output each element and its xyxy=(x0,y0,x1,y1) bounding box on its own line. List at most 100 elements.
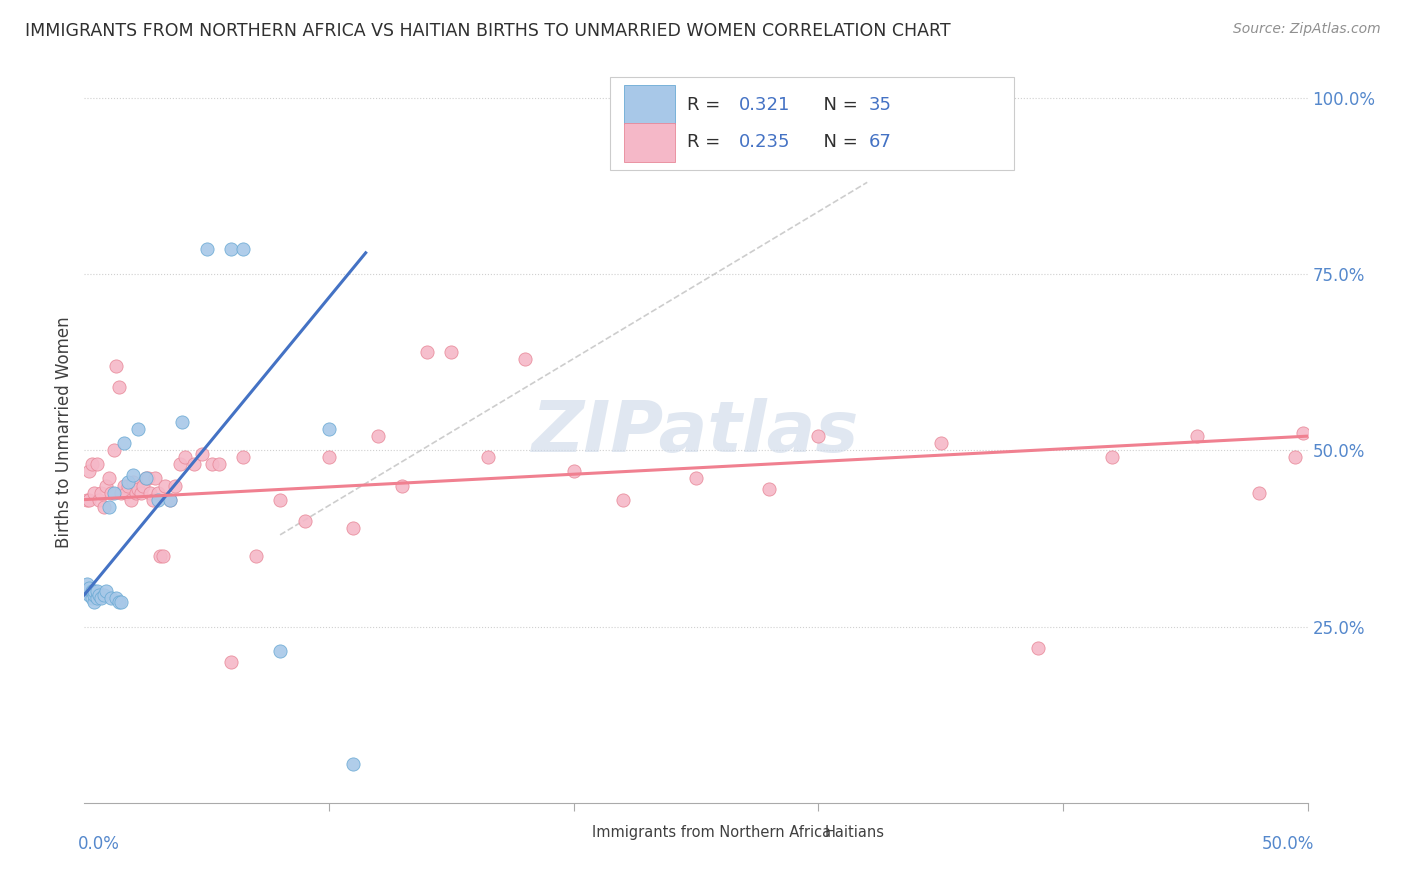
FancyBboxPatch shape xyxy=(779,820,814,845)
Text: Immigrants from Northern Africa: Immigrants from Northern Africa xyxy=(592,825,831,840)
Point xyxy=(159,492,181,507)
Point xyxy=(1187,429,1209,443)
FancyBboxPatch shape xyxy=(547,820,582,845)
Point xyxy=(83,485,105,500)
Point xyxy=(77,492,100,507)
Point xyxy=(1292,425,1315,440)
Point xyxy=(110,595,132,609)
Point xyxy=(149,549,172,563)
Point xyxy=(125,485,148,500)
Point xyxy=(97,500,120,514)
Text: Haitians: Haitians xyxy=(824,825,884,840)
Text: 50.0%: 50.0% xyxy=(1261,835,1313,853)
Point xyxy=(342,757,364,772)
Point xyxy=(200,458,222,472)
Point xyxy=(172,415,194,429)
Point xyxy=(127,482,149,496)
Point xyxy=(163,478,186,492)
Point xyxy=(105,591,128,606)
Point xyxy=(232,450,254,465)
Point xyxy=(391,478,413,492)
Point xyxy=(86,591,108,606)
Point xyxy=(83,584,105,599)
Point xyxy=(269,644,291,658)
Point xyxy=(219,242,242,256)
Text: N =: N = xyxy=(813,134,863,152)
Point xyxy=(318,422,340,436)
Point xyxy=(100,591,122,606)
Text: N =: N = xyxy=(813,95,863,113)
Point xyxy=(105,359,128,373)
Point xyxy=(191,447,214,461)
Point xyxy=(90,485,112,500)
Point xyxy=(685,471,707,485)
Text: R =: R = xyxy=(688,95,727,113)
Point xyxy=(90,591,112,606)
Point xyxy=(135,471,157,485)
Point xyxy=(143,471,166,485)
FancyBboxPatch shape xyxy=(624,86,675,124)
Point xyxy=(96,478,118,492)
Point xyxy=(107,380,129,394)
Text: 67: 67 xyxy=(869,134,891,152)
Point xyxy=(219,655,242,669)
Text: 0.235: 0.235 xyxy=(738,134,790,152)
Point xyxy=(112,436,135,450)
Point xyxy=(195,242,218,256)
Point xyxy=(169,458,191,472)
Point xyxy=(76,584,98,599)
Point xyxy=(1247,485,1270,500)
Point xyxy=(80,458,103,472)
Point xyxy=(929,436,952,450)
Point xyxy=(562,464,585,478)
Point xyxy=(477,450,499,465)
Point xyxy=(139,485,162,500)
Point xyxy=(367,429,389,443)
Point xyxy=(87,492,110,507)
FancyBboxPatch shape xyxy=(610,78,1014,169)
Point xyxy=(100,485,122,500)
Point xyxy=(83,595,105,609)
Point xyxy=(153,478,176,492)
Point xyxy=(103,485,125,500)
Point xyxy=(132,478,155,492)
Point xyxy=(269,492,291,507)
Point xyxy=(112,478,135,492)
Point xyxy=(758,482,780,496)
Point xyxy=(120,492,142,507)
Text: Source: ZipAtlas.com: Source: ZipAtlas.com xyxy=(1233,22,1381,37)
Point xyxy=(318,450,340,465)
Point xyxy=(173,450,195,465)
Point xyxy=(107,595,129,609)
Point xyxy=(245,549,267,563)
Point xyxy=(115,485,138,500)
Point xyxy=(1101,450,1123,465)
Point xyxy=(80,584,103,599)
Point xyxy=(152,549,174,563)
Point xyxy=(77,581,100,595)
Point xyxy=(146,492,169,507)
Point xyxy=(232,242,254,256)
Point xyxy=(76,492,98,507)
Point xyxy=(146,485,169,500)
Point xyxy=(93,500,115,514)
Point xyxy=(122,467,145,482)
Point xyxy=(117,478,139,492)
Point xyxy=(86,458,108,472)
Point xyxy=(807,429,830,443)
Y-axis label: Births to Unmarried Women: Births to Unmarried Women xyxy=(55,317,73,549)
Text: ZIPatlas: ZIPatlas xyxy=(533,398,859,467)
Point xyxy=(183,458,205,472)
Text: 0.321: 0.321 xyxy=(738,95,790,113)
Point xyxy=(83,588,105,602)
Point xyxy=(208,458,231,472)
Text: 0.0%: 0.0% xyxy=(79,835,120,853)
FancyBboxPatch shape xyxy=(624,123,675,161)
Point xyxy=(416,344,439,359)
Point xyxy=(87,588,110,602)
Point xyxy=(77,588,100,602)
Point xyxy=(117,475,139,489)
Point xyxy=(1284,450,1306,465)
Point xyxy=(612,492,634,507)
Point xyxy=(136,471,159,485)
